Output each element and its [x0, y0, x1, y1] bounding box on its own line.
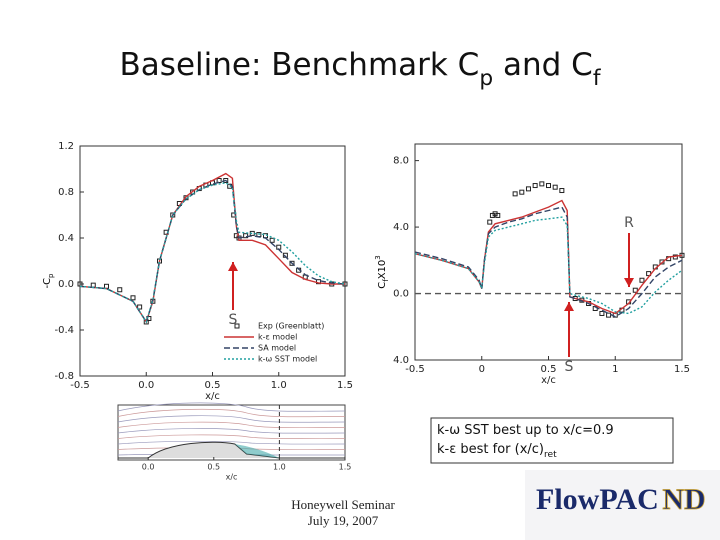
- y-axis-label-part: 3: [374, 255, 382, 259]
- y-tick-label: 4.0: [393, 355, 409, 366]
- data-point: [487, 219, 493, 225]
- x-tick-label: 0: [479, 364, 485, 375]
- arrow-head: [564, 302, 574, 311]
- annotation-label: R: [624, 215, 634, 231]
- annotation-label: S: [229, 312, 238, 328]
- slide-title-part: p: [479, 66, 493, 91]
- logo-bg: [525, 470, 720, 540]
- x-tick-label: 0.5: [205, 380, 221, 391]
- data-point: [599, 310, 605, 316]
- inset-x-tick-label: 1.0: [273, 463, 286, 472]
- inset-x-tick-label: 0.0: [142, 463, 155, 472]
- inset-x-tick-label: 0.5: [207, 463, 220, 472]
- y-tick-label: 4.0: [393, 222, 409, 233]
- data-point: [243, 233, 249, 239]
- series-line: [79, 182, 346, 324]
- y-tick-label: 8.0: [393, 156, 409, 167]
- inset-x-label: x/c: [226, 473, 238, 482]
- data-point: [525, 186, 531, 192]
- logo-mark: ND: [662, 483, 705, 516]
- legend-label: k-ε model: [258, 333, 297, 342]
- x-axis-label: x/c: [205, 391, 220, 402]
- note-line-part: ret: [544, 450, 557, 460]
- data-point: [559, 188, 565, 194]
- data-point: [130, 295, 136, 301]
- data-point: [269, 237, 275, 243]
- x-tick-label: -0.5: [405, 364, 425, 375]
- y-tick-label: -0.4: [54, 325, 74, 336]
- data-point: [77, 281, 83, 287]
- series-line: [79, 179, 346, 324]
- streamline: [117, 402, 346, 412]
- y-axis-label-part: f: [382, 279, 390, 282]
- data-point: [539, 181, 545, 187]
- x-tick-label: 1: [612, 364, 618, 375]
- y-tick-label: 0.0: [393, 289, 409, 300]
- streamline: [117, 434, 346, 439]
- data-point: [546, 183, 551, 189]
- data-point: [532, 183, 538, 189]
- y-tick-label: 0.4: [58, 233, 74, 244]
- streamline: [117, 421, 346, 429]
- legend-label: k-ω SST model: [258, 355, 317, 364]
- legend-label: SA model: [258, 344, 296, 353]
- y-tick-label: 1.2: [58, 141, 74, 152]
- y-axis-label-part: p: [47, 273, 55, 278]
- x-axis-label: x/c: [541, 375, 556, 386]
- arrow-head: [228, 262, 238, 271]
- hump: [118, 441, 345, 459]
- y-axis-label-part: C: [377, 282, 388, 289]
- note-line: k-ε best for (x/c)ret: [437, 442, 557, 460]
- data-point: [659, 259, 665, 265]
- y-axis-label: CfX103: [374, 255, 390, 289]
- footer-text: Honeywell Seminar: [291, 497, 395, 512]
- y-tick-label: 0.0: [58, 279, 74, 290]
- streamline: [117, 428, 346, 434]
- data-point: [632, 287, 638, 293]
- note-line-part: k-ε best for (x/c): [437, 442, 544, 457]
- y-tick-label: 0.8: [58, 187, 74, 198]
- note-line: k-ω SST best up to x/c=0.9: [437, 423, 614, 438]
- streamline: [117, 408, 346, 418]
- legend-symbol: [234, 323, 240, 329]
- slide-title: Baseline: Benchmark Cp and Cf: [120, 47, 602, 91]
- data-point: [117, 287, 123, 293]
- arrow-head: [624, 278, 634, 287]
- data-point: [519, 189, 525, 195]
- y-axis-label-part: -C: [42, 278, 53, 289]
- logo-text: FlowPAC: [536, 483, 659, 516]
- annotation-label: S: [565, 359, 574, 375]
- x-tick-label: 0.5: [541, 364, 557, 375]
- series-line: [414, 216, 683, 315]
- y-tick-label: -0.8: [54, 371, 74, 382]
- data-point: [639, 277, 645, 283]
- note-line-part: k-ω SST best up to x/c=0.9: [437, 423, 614, 438]
- footer-text: July 19, 2007: [308, 513, 379, 528]
- slide-title-part: Baseline: Benchmark C: [120, 47, 480, 83]
- slide-title-part: and C: [493, 47, 593, 83]
- legend-label: Exp (Greenblatt): [258, 322, 324, 331]
- streamline: [117, 440, 346, 445]
- x-tick-label: 1.0: [271, 380, 287, 391]
- data-point: [512, 191, 518, 197]
- inset-x-tick-label: 1.5: [339, 463, 352, 472]
- data-point: [552, 184, 558, 190]
- x-tick-label: 1.5: [674, 364, 690, 375]
- x-tick-label: 1.5: [337, 380, 353, 391]
- data-point: [137, 304, 143, 310]
- note-box: [430, 417, 674, 464]
- x-tick-label: -0.5: [70, 380, 90, 391]
- y-axis-label-part: X10: [377, 260, 388, 280]
- streamline: [117, 415, 346, 423]
- y-axis-label: -Cp: [42, 273, 55, 289]
- separation-bubble: [234, 444, 280, 458]
- data-point: [495, 212, 501, 218]
- x-tick-label: 0.0: [138, 380, 154, 391]
- slide-title-part: f: [593, 66, 602, 91]
- data-point: [289, 260, 295, 266]
